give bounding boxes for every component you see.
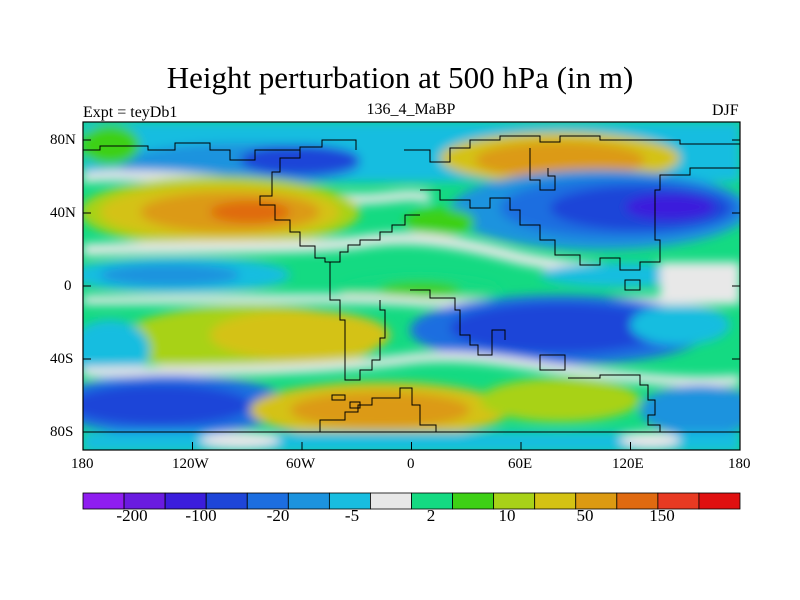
map-title: Height perturbation at 500 hPa (in m) — [166, 60, 634, 95]
x-tick-120W: 120W — [172, 456, 209, 472]
colorbar-label: -100 — [185, 506, 217, 525]
colorbar-label: 2 — [426, 506, 436, 525]
coastlines — [83, 135, 740, 433]
colorbar-swatch — [698, 492, 741, 510]
x-tick-120E: 120E — [612, 456, 644, 472]
period-label: 136_4_MaBP — [366, 101, 456, 118]
colorbar-label: 50 — [576, 506, 594, 525]
y-tick-80N: 80N — [50, 132, 76, 148]
colorbar-swatch — [452, 492, 495, 510]
colorbar-label: -200 — [116, 506, 148, 525]
y-tick-40S: 40S — [50, 351, 74, 367]
colorbar-swatch — [370, 492, 412, 510]
colorbar-label: -5 — [344, 506, 360, 525]
colorbar-label: 10 — [498, 506, 516, 525]
x-tick-60E: 60E — [508, 456, 533, 472]
experiment-label: Expt = teyDb1 — [83, 104, 178, 121]
y-tick-40N: 40N — [50, 205, 76, 221]
x-tick-180e: 180 — [728, 456, 751, 472]
season-label: DJF — [712, 102, 739, 119]
x-tick-60W: 60W — [286, 456, 316, 472]
colorbar-label: 150 — [649, 506, 675, 525]
contour-field — [83, 122, 740, 450]
y-tick-0: 0 — [64, 278, 72, 294]
x-tick-180w: 180 — [71, 456, 94, 472]
y-tick-80S: 80S — [50, 424, 74, 440]
colorbar-swatch — [287, 492, 330, 510]
colorbar-swatch — [534, 492, 577, 510]
axis-ticks — [83, 139, 740, 450]
colorbar — [82, 492, 741, 510]
colorbar-label: -20 — [266, 506, 290, 525]
x-tick-0: 0 — [407, 456, 415, 472]
